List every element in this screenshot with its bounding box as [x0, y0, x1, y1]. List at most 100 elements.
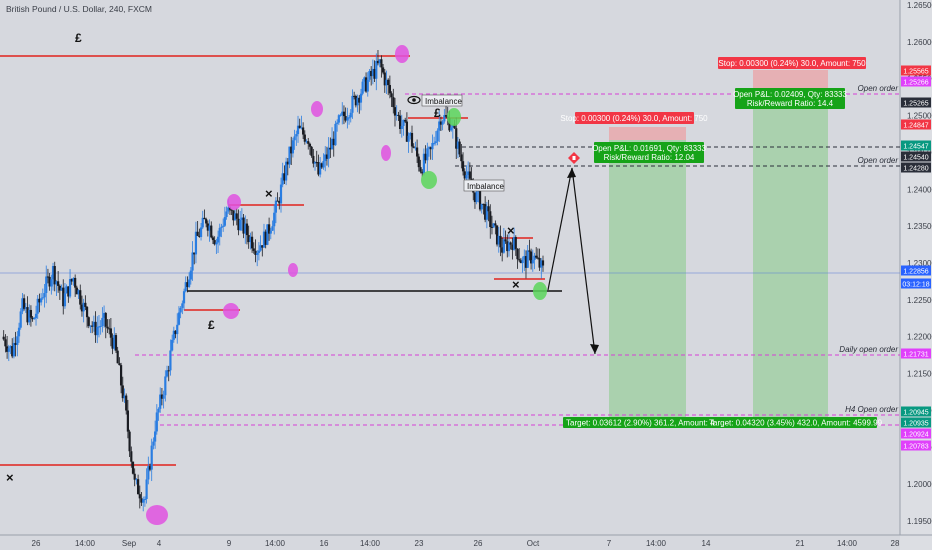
candle-body — [401, 126, 403, 129]
position-1-pnl-label: Open P&L: 0.01691, Qty: 83333 — [592, 144, 706, 153]
candle-body — [436, 131, 438, 142]
price-label: 1.20924 — [903, 432, 928, 439]
price-label: 1.24280 — [903, 166, 928, 173]
candle-body — [105, 313, 107, 327]
y-tick-label: 1.19500 — [907, 517, 932, 526]
candle-body — [127, 410, 129, 431]
y-tick-label: 1.20000 — [907, 480, 932, 489]
candle-body — [494, 223, 496, 225]
position-2-pnl-label: Open P&L: 0.02409, Qty: 83333 — [733, 90, 847, 99]
candle-body — [169, 350, 171, 370]
price-label: 1.21731 — [903, 352, 928, 359]
candle-body — [205, 219, 207, 223]
candle-body — [362, 82, 364, 94]
price-label: 1.20945 — [903, 410, 928, 417]
long-position-1[interactable] — [609, 127, 686, 417]
candle-body — [164, 376, 166, 395]
candle-body — [510, 242, 512, 244]
candle-body — [433, 143, 435, 144]
candle-body — [8, 348, 10, 352]
h4-open-order-label: H4 Open order — [845, 405, 898, 414]
candle-body — [450, 127, 452, 130]
candle-body — [69, 279, 71, 296]
candle-body — [3, 337, 5, 340]
candle-body — [350, 113, 352, 118]
cross-marker-3: × — [512, 277, 520, 292]
price-label: 1.25266 — [903, 80, 928, 87]
position-1-stop-label: Stop: 0.00300 (0.24%) 30.0, Amount: 750 — [560, 114, 708, 123]
candle-body — [404, 120, 406, 122]
position-2-rr-label: Risk/Reward Ratio: 14.4 — [747, 99, 834, 108]
y-tick-label: 1.26000 — [907, 38, 932, 47]
candle-body — [271, 226, 273, 230]
candle-body — [96, 327, 98, 335]
candle-body — [157, 409, 159, 413]
candle-body — [132, 462, 134, 474]
candle-body — [542, 260, 544, 265]
candle-body — [442, 121, 444, 124]
position-2-target-label: Target: 0.04320 (3.45%) 432.0, Amount: 4… — [709, 419, 883, 428]
candle-body — [130, 451, 132, 461]
candle-body — [190, 271, 192, 280]
candle-body — [459, 142, 461, 155]
candle-body — [118, 363, 120, 365]
candle-body — [215, 242, 217, 244]
price-label: 1.22856 — [903, 269, 928, 276]
price-label: 1.25265 — [903, 101, 928, 108]
x-tick-label: 26 — [32, 539, 41, 548]
candle-body — [219, 228, 221, 237]
position-2-target-zone — [753, 93, 828, 417]
candle-body — [275, 201, 277, 213]
candle-body — [40, 298, 42, 302]
position-2-stop-label: Stop: 0.00300 (0.24%) 30.0, Amount: 750 — [718, 59, 866, 68]
candle-body — [57, 281, 59, 286]
pink-circle-3 — [227, 194, 241, 210]
x-tick-label: Sep — [122, 539, 137, 548]
open-order-label-1: Open order — [858, 84, 899, 93]
candle-body — [84, 303, 86, 307]
candle-body — [489, 211, 491, 227]
x-tick-label: 14:00 — [75, 539, 96, 548]
cross-marker-1: × — [265, 186, 273, 201]
price-label: 1.24540 — [903, 155, 928, 162]
pink-circle-1 — [311, 101, 323, 117]
candle-body — [338, 115, 340, 122]
long-position-2[interactable] — [753, 70, 828, 417]
candle-body — [351, 96, 353, 113]
candle-body — [236, 213, 238, 218]
candle-body — [532, 260, 534, 263]
candle-body — [535, 256, 537, 258]
candle-body — [16, 336, 18, 345]
candle-body — [426, 148, 428, 160]
cross-marker-2: × — [507, 223, 515, 238]
candle-body — [336, 123, 338, 124]
candle-body — [74, 278, 76, 288]
pound-marker-1: £ — [75, 31, 82, 45]
candle-body — [256, 253, 258, 255]
position-1-target-label: Target: 0.03612 (2.90%) 361.2, Amount: 4 — [566, 419, 715, 428]
candle-body — [408, 136, 410, 142]
candle-body — [516, 249, 518, 259]
candle-body — [4, 339, 6, 346]
candle-body — [134, 474, 136, 480]
price-label: 1.24547 — [903, 144, 928, 151]
position-1-target-zone — [609, 140, 686, 417]
candle-body — [42, 297, 44, 298]
candle-body — [411, 133, 413, 147]
price-label: 03:12:18 — [902, 282, 929, 289]
candle-body — [197, 232, 199, 236]
position-1-rr-label: Risk/Reward Ratio: 12.04 — [604, 153, 695, 162]
candle-body — [45, 276, 47, 293]
x-tick-label: 26 — [474, 539, 483, 548]
candle-body — [302, 127, 304, 134]
candle-body — [100, 326, 102, 327]
candle-body — [387, 80, 389, 85]
y-tick-label: 1.22500 — [907, 296, 932, 305]
candle-body — [311, 147, 313, 156]
candle-body — [79, 290, 81, 304]
candle-body — [212, 237, 214, 240]
x-tick-label: 7 — [607, 539, 612, 548]
pink-circle-bottom — [146, 505, 168, 525]
